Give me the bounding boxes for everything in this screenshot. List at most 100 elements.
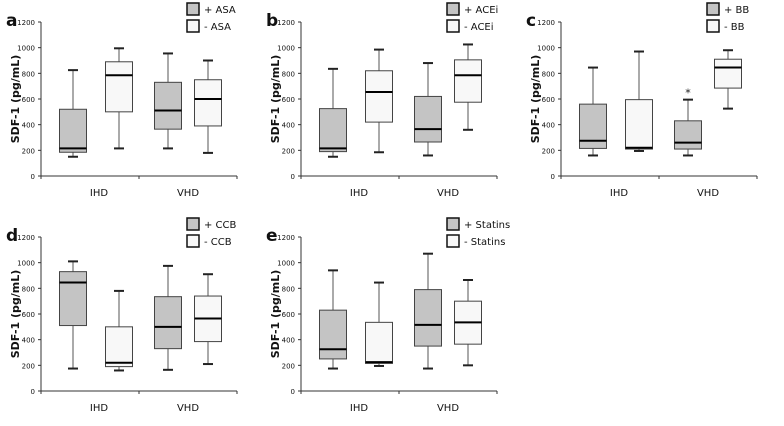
x-tick-label: IHD bbox=[350, 188, 368, 199]
box-acei-vhd bbox=[454, 43, 482, 131]
x-tick-label: IHD bbox=[610, 188, 628, 199]
box-acei-ihd bbox=[365, 48, 393, 154]
panel-d: d SDF-1 (pg/mL) 0 200 400 600 800 1000 1200 IHD VH… bbox=[6, 217, 238, 414]
box-iqr bbox=[154, 81, 182, 130]
panel-a: a SDF-1 (pg/mL) 0 200 400 600 800 1000 1200 IHD VH… bbox=[6, 2, 238, 199]
x-tick-label: VHD bbox=[437, 188, 459, 199]
legend-label: + BB bbox=[724, 5, 749, 16]
box-acei-vhd bbox=[414, 62, 442, 157]
y-tick-label: 0 bbox=[291, 388, 295, 396]
y-tick-label: 1200 bbox=[277, 234, 295, 242]
box-iqr bbox=[365, 70, 393, 123]
y-tick-label: 800 bbox=[22, 285, 35, 293]
y-axis-label: SDF-1 (pg/mL) bbox=[9, 270, 22, 359]
y-tick-label: 1200 bbox=[17, 234, 35, 242]
y-tick-label: 200 bbox=[282, 362, 295, 370]
legend-swatch bbox=[446, 234, 460, 248]
legend-label: + ASA bbox=[204, 5, 236, 16]
y-tick-label: 600 bbox=[282, 311, 295, 319]
panel-letter: c bbox=[526, 11, 536, 31]
panel-e: e SDF-1 (pg/mL) 0 200 400 600 800 1000 1200 IHD VH… bbox=[266, 217, 510, 414]
box-iqr bbox=[454, 59, 482, 103]
box-iqr bbox=[105, 61, 133, 113]
panel-b: b SDF-1 (pg/mL) 0 200 400 600 800 1000 1200 IHD VH… bbox=[266, 2, 498, 199]
y-tick-label: 200 bbox=[22, 147, 35, 155]
box-bb-vhd bbox=[714, 49, 742, 110]
box-ccb-vhd bbox=[194, 273, 222, 366]
y-tick-label: 200 bbox=[542, 147, 555, 155]
y-tick-label: 0 bbox=[31, 388, 35, 396]
x-tick-label: VHD bbox=[177, 188, 199, 199]
y-tick-label: 800 bbox=[282, 285, 295, 293]
y-tick-label: 600 bbox=[282, 96, 295, 104]
x-tick-label: VHD bbox=[697, 188, 719, 199]
box-statins-vhd bbox=[414, 252, 442, 370]
box-iqr bbox=[674, 120, 702, 150]
legend-label: - BB bbox=[724, 22, 745, 33]
legend-swatch bbox=[446, 217, 460, 231]
significance-asterisk: * bbox=[685, 87, 691, 100]
x-tick-label: IHD bbox=[90, 403, 108, 414]
y-tick-label: 1200 bbox=[17, 19, 35, 27]
box-iqr bbox=[319, 309, 347, 360]
x-tick-label: VHD bbox=[437, 403, 459, 414]
y-axis-label: SDF-1 (pg/mL) bbox=[269, 270, 282, 359]
legend-label: - Statins bbox=[464, 237, 505, 248]
y-tick-label: 1200 bbox=[537, 19, 555, 27]
box-ccb-vhd bbox=[154, 264, 182, 371]
y-tick-label: 1200 bbox=[277, 19, 295, 27]
y-tick-label: 600 bbox=[22, 96, 35, 104]
box-iqr bbox=[154, 296, 182, 350]
y-tick-label: 0 bbox=[31, 173, 35, 181]
box-ccb-ihd bbox=[59, 260, 87, 370]
y-tick-label: 0 bbox=[291, 173, 295, 181]
box-iqr bbox=[714, 58, 742, 89]
legend-label: - ASA bbox=[204, 22, 231, 33]
y-tick-label: 200 bbox=[282, 147, 295, 155]
box-iqr bbox=[319, 108, 347, 153]
y-tick-label: 1000 bbox=[277, 45, 295, 53]
legend-swatch bbox=[186, 234, 200, 248]
panel-letter: e bbox=[266, 226, 278, 246]
y-axis-label: SDF-1 (pg/mL) bbox=[269, 55, 282, 144]
box-asa-ihd bbox=[59, 69, 87, 158]
legend-label: + Statins bbox=[464, 220, 510, 231]
legend-label: - ACEi bbox=[464, 22, 494, 33]
box-iqr bbox=[59, 108, 87, 153]
x-tick-label: IHD bbox=[90, 188, 108, 199]
legend-label: + ACEi bbox=[464, 5, 498, 16]
y-tick-label: 1000 bbox=[17, 260, 35, 268]
box-iqr bbox=[414, 95, 442, 143]
box-acei-ihd bbox=[319, 67, 347, 158]
y-tick-label: 800 bbox=[282, 70, 295, 78]
box-asa-vhd bbox=[194, 59, 222, 154]
y-axis-label: SDF-1 (pg/mL) bbox=[9, 55, 22, 144]
y-axis-label: SDF-1 (pg/mL) bbox=[529, 55, 542, 144]
box-iqr bbox=[194, 79, 222, 127]
legend-swatch bbox=[706, 19, 720, 33]
box-iqr bbox=[579, 103, 607, 149]
y-tick-label: 1000 bbox=[537, 45, 555, 53]
panel-letter: a bbox=[6, 11, 17, 31]
legend-swatch bbox=[446, 19, 460, 33]
y-tick-label: 600 bbox=[542, 96, 555, 104]
y-tick-label: 400 bbox=[282, 122, 295, 130]
box-iqr bbox=[59, 271, 87, 327]
legend-label: - CCB bbox=[204, 237, 232, 248]
x-tick-label: VHD bbox=[177, 403, 199, 414]
box-asa-ihd bbox=[105, 47, 133, 150]
box-statins-vhd bbox=[454, 278, 482, 367]
y-tick-label: 1000 bbox=[17, 45, 35, 53]
x-tick-label: IHD bbox=[350, 403, 368, 414]
panel-letter: b bbox=[266, 11, 278, 31]
y-tick-label: 400 bbox=[542, 122, 555, 130]
legend-swatch bbox=[186, 19, 200, 33]
y-tick-label: 1000 bbox=[277, 260, 295, 268]
legend-swatch bbox=[186, 2, 200, 16]
y-tick-label: 400 bbox=[22, 122, 35, 130]
y-tick-label: 800 bbox=[22, 70, 35, 78]
box-iqr bbox=[625, 99, 653, 150]
y-tick-label: 600 bbox=[22, 311, 35, 319]
y-tick-label: 400 bbox=[22, 337, 35, 345]
legend-swatch bbox=[446, 2, 460, 16]
